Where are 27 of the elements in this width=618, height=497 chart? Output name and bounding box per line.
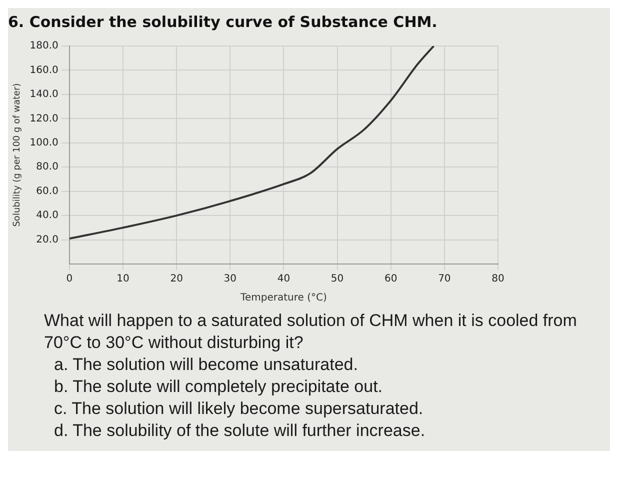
x-tick-label: 20 (170, 274, 183, 285)
text: c. The solution will likely become supersaturated. (54, 398, 424, 420)
y-tick-label: 40.0 (36, 210, 58, 222)
y-axis-title: Solubility (g per 100 g of water) (12, 83, 23, 227)
x-tick-label: 80 (492, 274, 504, 285)
x-tick-label: 40 (277, 274, 290, 285)
x-tick-label: 10 (116, 274, 130, 285)
y-tick-label: 100.0 (30, 137, 58, 148)
y-tick-label: 80.0 (36, 162, 58, 173)
text: d. The solubility of the solute will further increase. (54, 420, 426, 442)
chart-title: 6. Consider the solubility curve of Substance CHM. (8, 12, 438, 31)
x-tick-label: 60 (384, 274, 398, 285)
x-tick-label: 0 (66, 274, 73, 285)
x-tick-label: 50 (330, 274, 344, 285)
x-tick-label: 30 (224, 274, 237, 285)
text: What will happen to a saturated solution of CHM when it is cooled from 70°C to 30°C without disturbing it? (44, 310, 578, 354)
x-tick-label: 70 (438, 274, 451, 285)
y-tick-label: 60.0 (36, 186, 58, 197)
y-tick-label: 140.0 (30, 89, 58, 100)
text: a. The solution will become unsaturated. (54, 354, 359, 376)
y-tick-label: 20.0 (36, 234, 58, 246)
x-axis-title: Temperature (°C) (240, 292, 327, 304)
text: b. The solute will completely precipitate out. (54, 376, 384, 398)
y-tick-label: 120.0 (30, 113, 58, 124)
line-series (69, 46, 435, 240)
y-tick-label: 160.0 (30, 64, 58, 76)
y-tick-label: 180.0 (30, 40, 58, 52)
